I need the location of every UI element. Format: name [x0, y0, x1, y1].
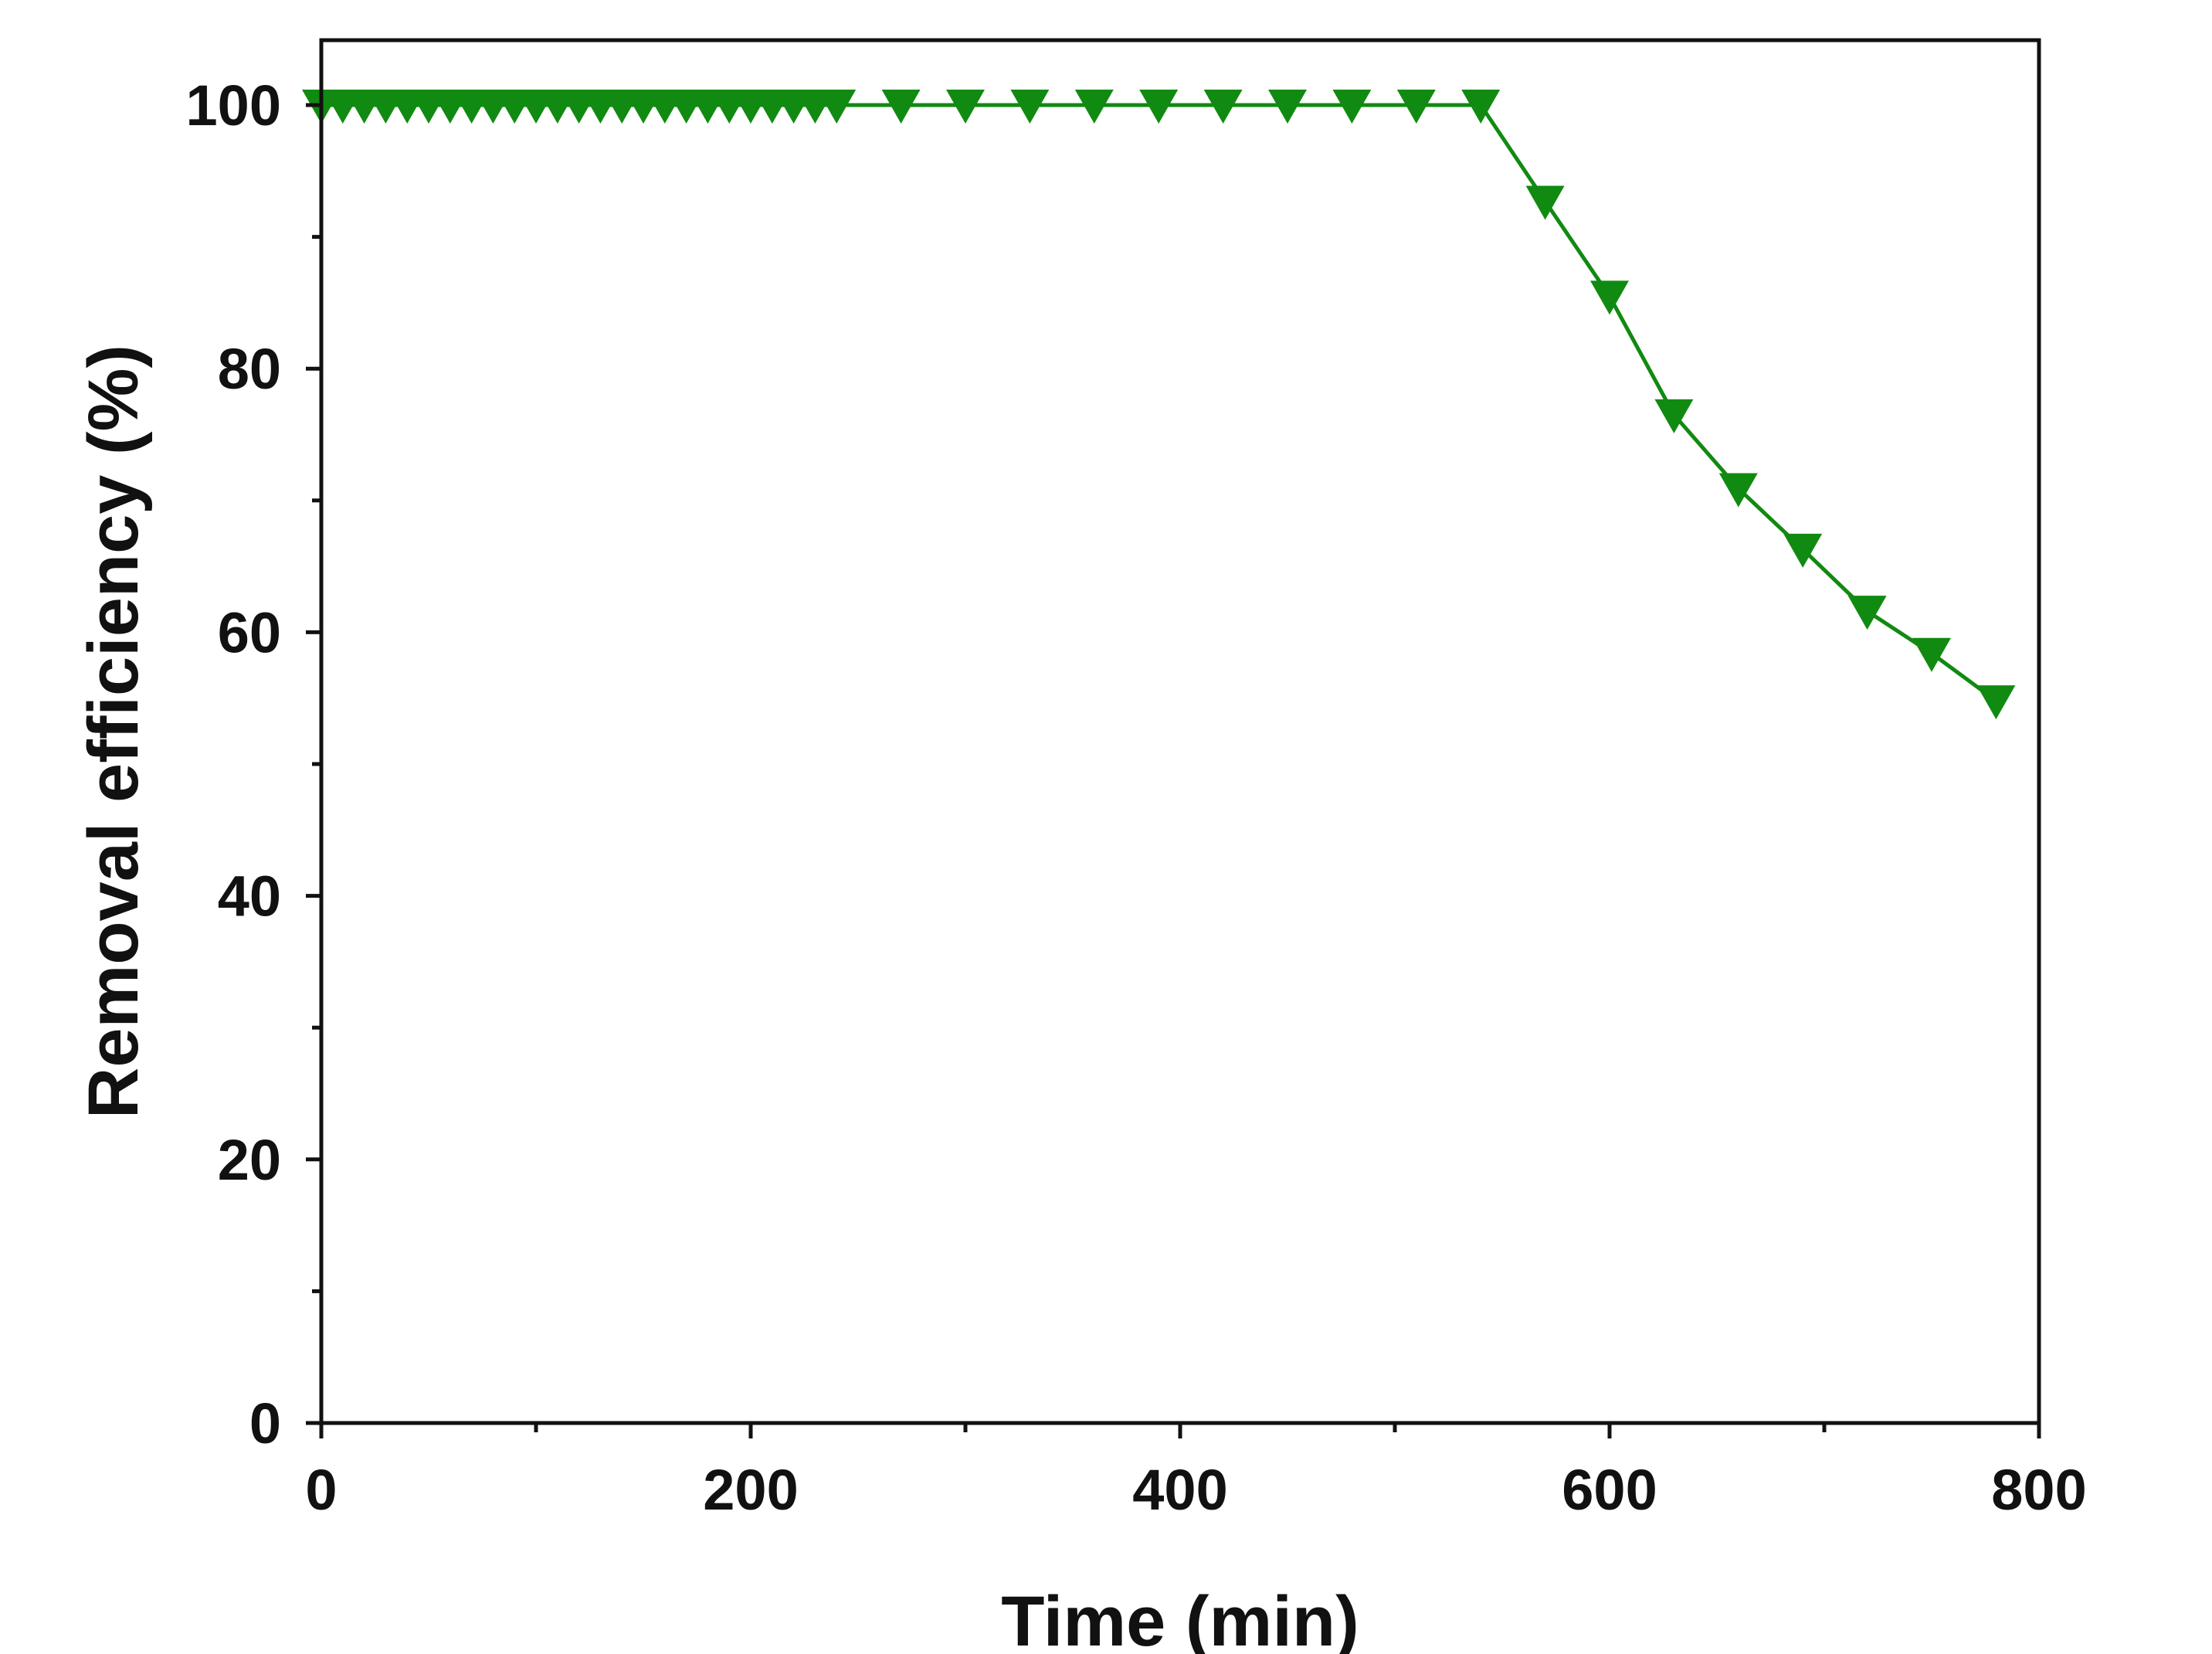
x-tick-label: 0: [305, 1458, 337, 1522]
data-point-marker: [1203, 90, 1243, 124]
data-point-marker: [1783, 533, 1823, 568]
x-tick-label: 800: [1991, 1458, 2086, 1522]
x-tick-label: 400: [1132, 1458, 1227, 1522]
y-tick-label: 20: [218, 1128, 281, 1192]
y-axis-title: Removal efficiency (%): [74, 345, 153, 1119]
data-point-marker: [1525, 185, 1565, 220]
y-tick-label: 40: [218, 864, 281, 929]
data-point-marker: [817, 90, 857, 124]
data-point-marker: [1654, 399, 1694, 433]
data-point-marker: [1332, 90, 1372, 124]
y-tick-label: 100: [186, 73, 281, 138]
y-tick-label: 0: [249, 1391, 281, 1455]
data-point-marker: [881, 90, 921, 124]
data-point-marker: [1461, 90, 1501, 124]
data-point-marker: [1847, 596, 1887, 630]
data-point-marker: [1718, 473, 1758, 508]
x-axis-title: Time (min): [1001, 1582, 1359, 1654]
data-point-marker: [1396, 90, 1436, 124]
data-point-marker: [1139, 90, 1179, 124]
x-tick-label: 600: [1562, 1458, 1657, 1522]
x-tick-label: 200: [703, 1458, 798, 1522]
tick-labels: 0 200 400 600 800 0 20 40 60 80 100: [186, 73, 2087, 1522]
y-tick-label: 60: [218, 600, 281, 664]
data-point-marker: [1590, 280, 1629, 315]
data-point-marker: [1912, 637, 1951, 672]
data-point-marker: [1268, 90, 1307, 124]
data-point-marker: [1976, 685, 2016, 720]
data-point-marker: [946, 90, 985, 124]
y-tick-label: 80: [218, 337, 281, 401]
axis-ticks: [306, 103, 2041, 1438]
data-point-marker: [1074, 90, 1114, 124]
plot-area: [302, 90, 2016, 720]
data-point-marker: [1010, 90, 1050, 124]
